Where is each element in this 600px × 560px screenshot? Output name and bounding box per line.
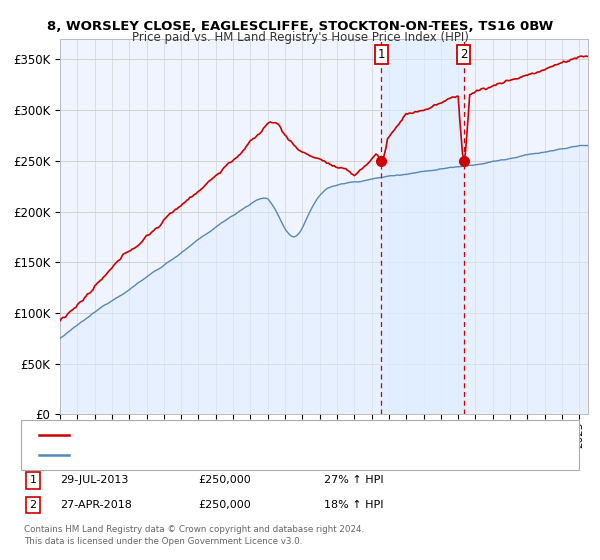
- Text: £250,000: £250,000: [198, 500, 251, 510]
- Text: 18% ↑ HPI: 18% ↑ HPI: [324, 500, 383, 510]
- Text: 29-JUL-2013: 29-JUL-2013: [60, 475, 128, 486]
- Text: Contains HM Land Registry data © Crown copyright and database right 2024.: Contains HM Land Registry data © Crown c…: [24, 525, 364, 534]
- Text: 27-APR-2018: 27-APR-2018: [60, 500, 132, 510]
- Text: 1: 1: [378, 48, 385, 61]
- Text: This data is licensed under the Open Government Licence v3.0.: This data is licensed under the Open Gov…: [24, 537, 302, 546]
- Text: £250,000: £250,000: [198, 475, 251, 486]
- Text: 8, WORSLEY CLOSE, EAGLESCLIFFE, STOCKTON-ON-TEES, TS16 0BW (detached house): 8, WORSLEY CLOSE, EAGLESCLIFFE, STOCKTON…: [75, 430, 496, 440]
- Text: HPI: Average price, detached house, Stockton-on-Tees: HPI: Average price, detached house, Stoc…: [75, 450, 338, 460]
- Text: Price paid vs. HM Land Registry's House Price Index (HPI): Price paid vs. HM Land Registry's House …: [131, 31, 469, 44]
- Text: 2: 2: [29, 500, 37, 510]
- Bar: [382, 39, 464, 414]
- Text: 2: 2: [460, 48, 467, 61]
- Text: 8, WORSLEY CLOSE, EAGLESCLIFFE, STOCKTON-ON-TEES, TS16 0BW: 8, WORSLEY CLOSE, EAGLESCLIFFE, STOCKTON…: [47, 20, 553, 32]
- Text: 27% ↑ HPI: 27% ↑ HPI: [324, 475, 383, 486]
- Text: 1: 1: [29, 475, 37, 486]
